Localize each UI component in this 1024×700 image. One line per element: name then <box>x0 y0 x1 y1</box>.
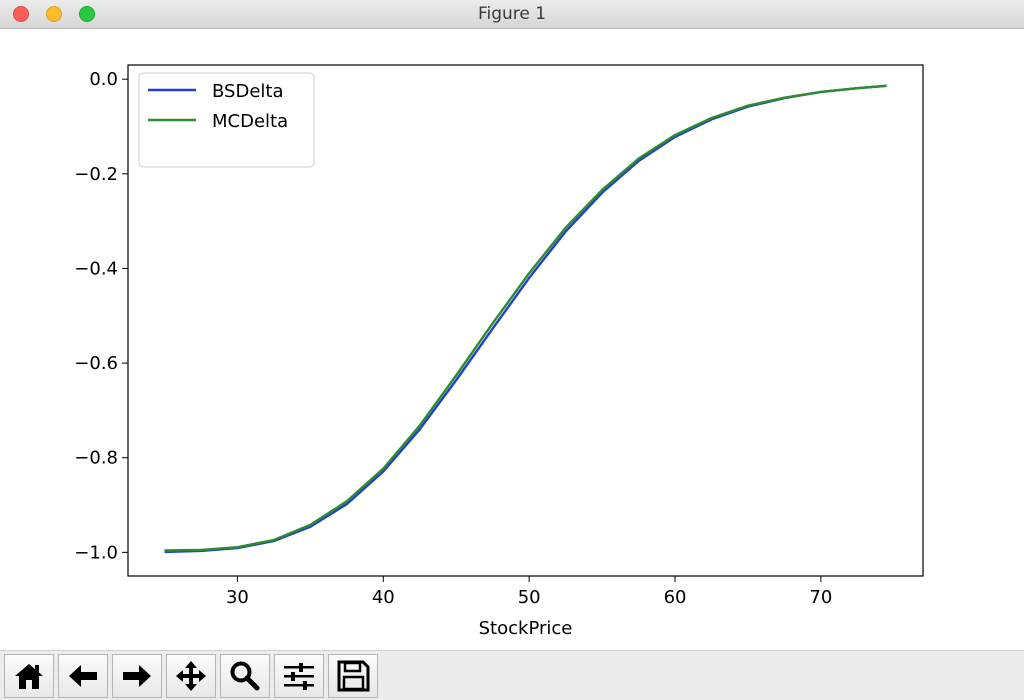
y-tick-label: −0.6 <box>74 353 118 374</box>
y-tick-label: 0.0 <box>89 69 118 90</box>
x-tick-label: 30 <box>226 587 249 608</box>
y-tick-label: −0.8 <box>74 448 118 469</box>
y-tick-label: −0.2 <box>74 164 118 185</box>
x-tick-label: 70 <box>809 587 832 608</box>
minimize-window-button[interactable] <box>46 6 62 22</box>
save-button[interactable] <box>328 654 378 698</box>
forward-button[interactable] <box>112 654 162 698</box>
title-bar: Figure 1 <box>0 0 1024 29</box>
maximize-window-button[interactable] <box>79 6 95 22</box>
navigation-toolbar <box>0 650 1024 700</box>
configure-subplots-button[interactable] <box>274 654 324 698</box>
zoom-button[interactable] <box>220 654 270 698</box>
line-chart: 30 40 50 60 70 0.0 −0.2 −0.4 −0.6 −0.8 −1.0 StockPr… <box>74 64 924 639</box>
x-tick-label: 60 <box>664 587 687 608</box>
legend-label-mcdelta: MCDelta <box>212 111 288 132</box>
save-icon <box>337 660 370 692</box>
back-icon <box>69 665 97 687</box>
x-tick-label: 50 <box>518 587 541 608</box>
x-axis-label: StockPrice <box>479 618 573 639</box>
zoom-icon <box>230 661 260 691</box>
home-icon <box>15 664 43 689</box>
close-window-button[interactable] <box>13 6 29 22</box>
home-button[interactable] <box>4 654 54 698</box>
forward-icon <box>123 665 151 687</box>
pan-button[interactable] <box>166 654 216 698</box>
back-button[interactable] <box>58 654 108 698</box>
plot-canvas: 30 40 50 60 70 0.0 −0.2 −0.4 −0.6 −0.8 −1.0 StockPr… <box>0 30 1024 650</box>
y-tick-label: −1.0 <box>74 542 118 563</box>
plot-frame <box>127 64 924 577</box>
pan-icon <box>176 661 206 691</box>
series-line-mcdelta <box>164 84 887 552</box>
window-title: Figure 1 <box>477 4 547 24</box>
legend-box <box>138 72 315 168</box>
y-tick-label: −0.4 <box>74 258 118 279</box>
subplots-icon <box>284 663 314 690</box>
x-tick-label: 40 <box>372 587 395 608</box>
legend-label-bsdelta: BSDelta <box>212 81 283 102</box>
